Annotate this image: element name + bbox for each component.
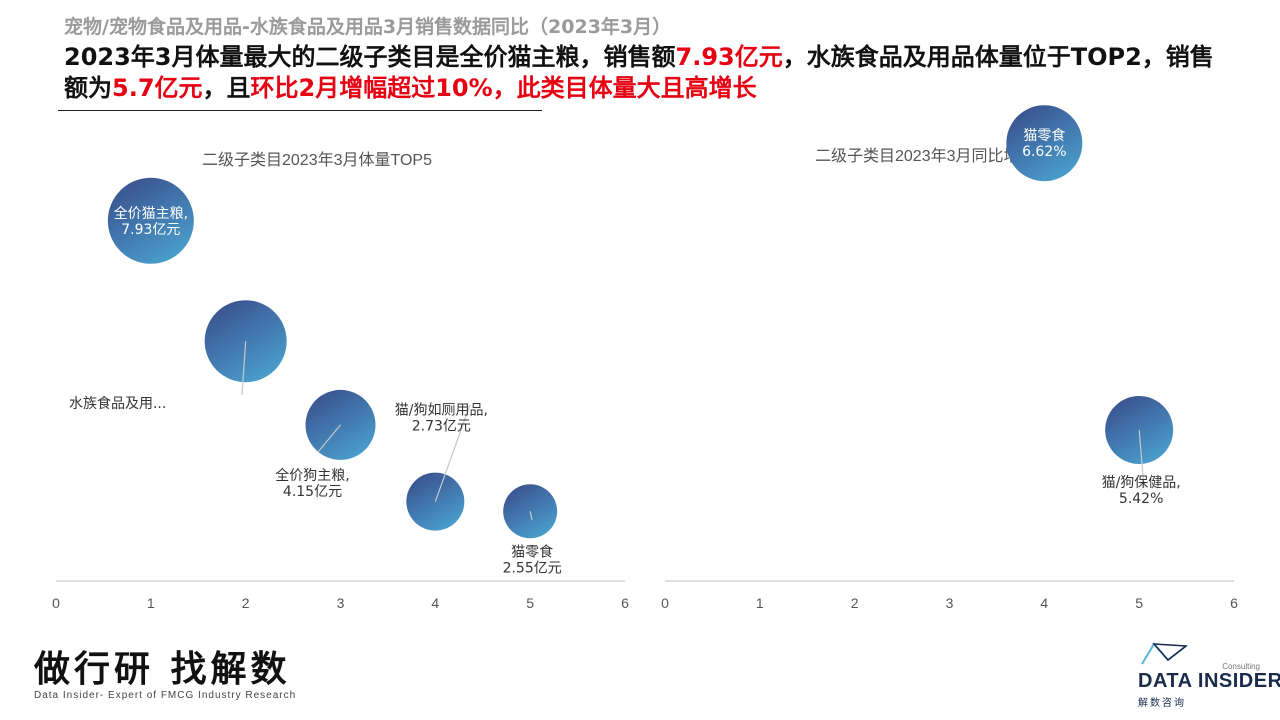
x-tick-label: 0 xyxy=(661,595,669,611)
brand-slogan: 做行研 找解数 xyxy=(34,648,291,690)
x-tick-label: 3 xyxy=(337,595,345,611)
bubble-4 xyxy=(1006,105,1083,182)
logo-mark-icon xyxy=(1141,642,1189,665)
bubble-data-label: 7.93亿元 xyxy=(121,222,180,238)
x-tick-label: 6 xyxy=(621,595,629,611)
x-tick-label: 6 xyxy=(1230,595,1238,611)
x-tick-label: 4 xyxy=(1040,595,1048,611)
bubble-data-label: 水族食品及用... xyxy=(69,395,166,412)
label-leader-line xyxy=(241,341,247,396)
x-tick-label: 4 xyxy=(431,595,439,611)
headline-text: ，且 xyxy=(202,74,251,102)
bubble-data-label: 4.15亿元 xyxy=(283,484,342,500)
headline-text: 2023年3月体量最大的二级子类目是全价猫主粮，销售额 xyxy=(64,43,676,71)
bubble-data-label: 全价猫主粮, xyxy=(114,205,188,222)
headline-highlight: 环比2月增幅超过10%，此类目体量大且高增长 xyxy=(250,74,757,102)
chart-title-volume: 二级子类目2023年3月体量TOP5 xyxy=(202,152,432,169)
bubble-data-label: 2.55亿元 xyxy=(503,560,562,576)
bubble-1 xyxy=(107,177,194,264)
bubble-data-label: 5.42% xyxy=(1119,491,1163,507)
x-tick-label: 5 xyxy=(1135,595,1143,611)
page-headline: 2023年3月体量最大的二级子类目是全价猫主粮，销售额7.93亿元，水族食品及用… xyxy=(64,42,1214,104)
logo-wordmark: DATA INSIDER xyxy=(1138,670,1280,692)
page-subtitle: 宠物/宠物食品及用品-水族食品及用品3月销售数据同比（2023年3月） xyxy=(64,16,672,38)
x-tick-label: 2 xyxy=(242,595,250,611)
bubble-data-label: 2.73亿元 xyxy=(412,419,471,435)
x-tick-label: 2 xyxy=(851,595,859,611)
logo-chinese-name: 解数咨询 xyxy=(1138,698,1186,709)
data-insider-logo: Consulting DATA INSIDER 解数咨询 xyxy=(1132,638,1280,710)
bubble-data-label: 全价狗主粮, xyxy=(275,467,349,484)
headline-underline xyxy=(58,110,542,111)
x-tick-label: 1 xyxy=(147,595,155,611)
x-tick-label: 0 xyxy=(52,595,60,611)
bubble-2 xyxy=(204,300,287,383)
bubble-data-label: 猫/狗如厕用品, xyxy=(395,403,488,419)
growth-bubble-chart: 0123456全价猫主粮,10.21%水族食品及用品,10.00%全价狗主粮,1… xyxy=(661,105,1238,611)
label-leader-line xyxy=(434,404,471,502)
headline-highlight: 5.7亿元 xyxy=(112,74,203,102)
headline-text: ，水族食品及用品体量位于TOP2，销售额为 xyxy=(64,43,1214,102)
x-tick-label: 3 xyxy=(946,595,954,611)
label-leader-line xyxy=(1138,429,1145,489)
bubble-data-label: 6.62% xyxy=(1022,144,1066,160)
brand-tagline: Data Insider- Expert of FMCG Industry Re… xyxy=(34,690,297,701)
bubble-data-label: 猫/狗保健品, xyxy=(1102,475,1181,491)
x-tick-label: 1 xyxy=(756,595,764,611)
bubble-data-label: 猫零食 xyxy=(511,543,553,560)
label-leader-line xyxy=(529,511,533,521)
bubble-data-label: 猫零食 xyxy=(1023,127,1065,144)
logo-consulting-text: Consulting xyxy=(1222,662,1260,671)
x-tick-label: 5 xyxy=(526,595,534,611)
label-leader-line xyxy=(317,424,341,453)
headline-highlight: 7.93亿元 xyxy=(675,43,783,71)
